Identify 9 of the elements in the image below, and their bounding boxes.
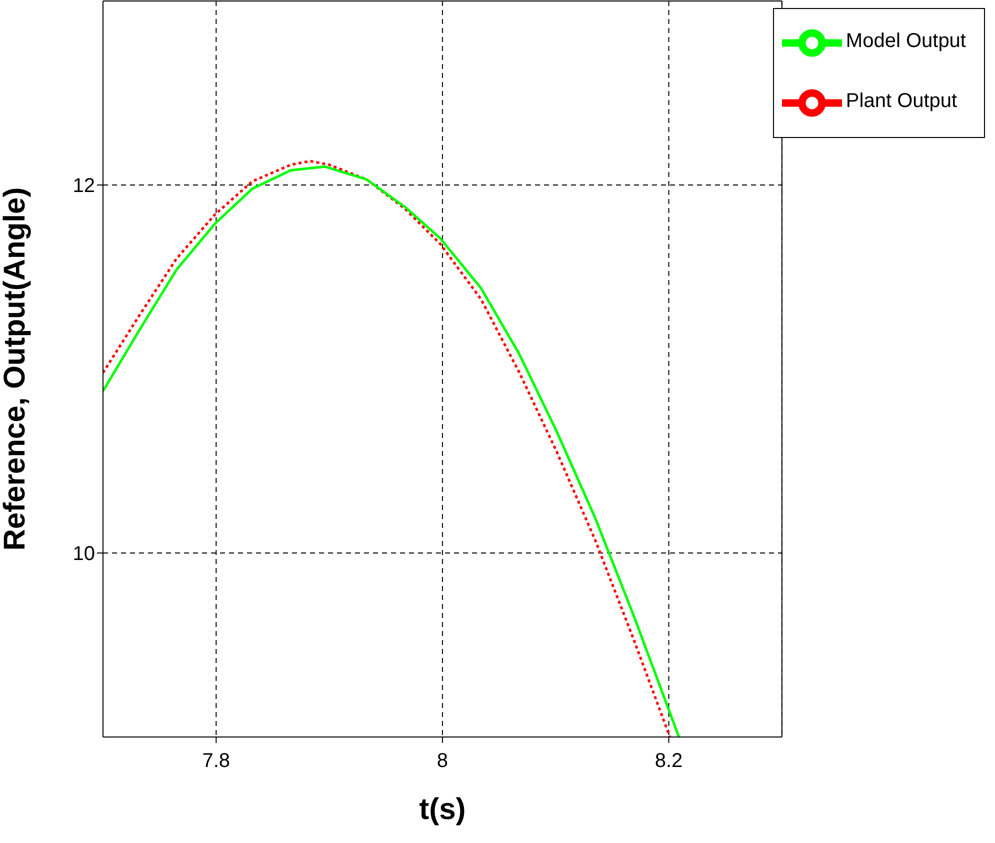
y-tick-label: 12 [72,175,95,198]
legend-label: Plant Output [846,90,958,112]
legend-label: Model Output [846,30,966,52]
y-tick-label: 10 [72,543,95,566]
y-axis-title: Reference, Output(Angle) [0,187,32,551]
x-tick-label: 8.2 [654,750,683,772]
x-axis-title: t(s) [419,793,466,826]
x-tick-label: 7.8 [202,750,230,772]
x-tick-label: 8 [436,750,448,772]
